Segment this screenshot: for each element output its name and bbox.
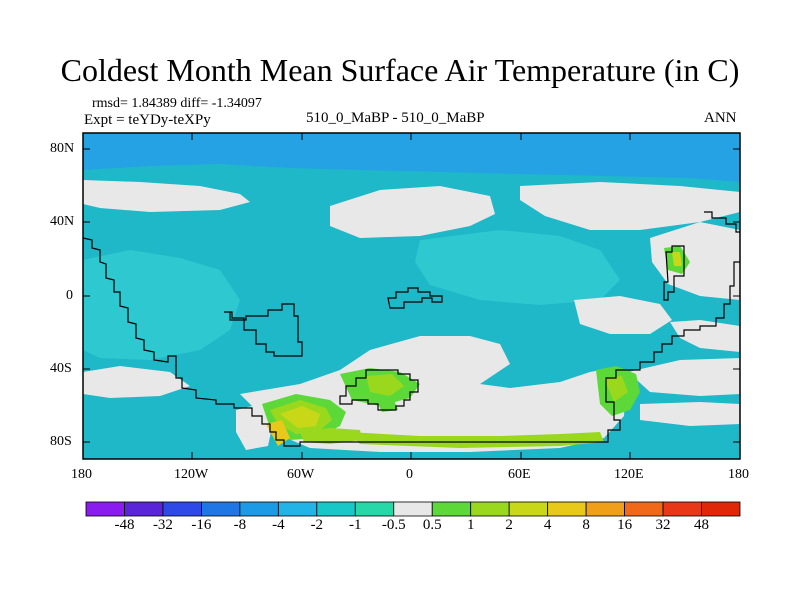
colorbar-label: 0.5 xyxy=(422,517,442,533)
colorbar-swatch xyxy=(124,501,164,517)
center-label: 510_0_MaBP - 510_0_MaBP xyxy=(306,110,485,126)
colorbar-swatch xyxy=(470,501,510,517)
lon-tick-label: 120W xyxy=(174,467,209,482)
field-cyan-patch xyxy=(415,230,620,305)
colorbar-swatch xyxy=(701,501,741,517)
lon-tick-label: 0 xyxy=(406,467,413,482)
colorbar-label: -4 xyxy=(272,517,285,533)
season-label: ANN xyxy=(704,110,737,126)
colorbar-swatch xyxy=(547,501,587,517)
field-neutral-region xyxy=(628,358,740,396)
colorbar-label: -32 xyxy=(152,517,173,533)
field-warm-anomaly xyxy=(348,432,604,448)
lat-tick-label: 0 xyxy=(66,288,73,303)
coastline xyxy=(83,237,740,447)
field-neutral-region xyxy=(640,402,740,426)
colorbar-label: 1 xyxy=(466,517,475,533)
field-neutral-region xyxy=(574,296,672,334)
field-warm-anomaly xyxy=(672,252,682,266)
colorbar-label: 16 xyxy=(617,517,633,533)
field-warm-anomaly xyxy=(280,406,320,428)
coastline xyxy=(224,303,303,357)
field-warm-anomaly xyxy=(604,376,628,402)
lat-tick-label: 40S xyxy=(50,361,72,376)
coastline xyxy=(387,287,443,309)
map-title: Coldest Month Mean Surface Air Temperatu… xyxy=(60,52,740,88)
lon-tick-label: 120E xyxy=(614,467,644,482)
field-warm-anomaly xyxy=(366,374,404,396)
lon-tick-label: 60W xyxy=(287,467,315,482)
colorbar-swatch xyxy=(393,501,433,517)
field-warm-anomaly xyxy=(378,400,398,412)
colorbar-label: -48 xyxy=(114,517,135,533)
stats-label: rmsd= 1.84389 diff= -1.34097 xyxy=(92,96,262,111)
field-neutral-region xyxy=(650,222,740,300)
field-neutral-region xyxy=(670,320,740,352)
lon-tick-label: 60E xyxy=(508,467,531,482)
colorbar-label: -0.5 xyxy=(381,517,406,533)
field-neutral-region xyxy=(83,366,190,398)
colorbar-swatch xyxy=(316,501,356,517)
colorbar-label: -16 xyxy=(191,517,212,533)
coastline xyxy=(339,369,419,411)
colorbar-label: -2 xyxy=(310,517,324,533)
field-neutral-region xyxy=(83,180,250,212)
colorbar-label: -8 xyxy=(233,517,247,533)
colorbar-label: 48 xyxy=(694,517,710,533)
coastline xyxy=(663,245,685,301)
colorbar-swatch xyxy=(239,501,279,517)
colorbar-swatch xyxy=(662,501,702,517)
field-north-band xyxy=(83,133,740,182)
colorbar-label: 32 xyxy=(655,517,671,533)
field-neutral-region xyxy=(330,186,495,238)
colorbar-swatch xyxy=(201,501,241,517)
colorbar-swatch xyxy=(508,501,549,517)
colorbar-label: 2 xyxy=(505,517,513,533)
colorbar-swatch xyxy=(585,501,625,517)
field-warm-anomaly xyxy=(300,428,362,444)
colorbar-swatch xyxy=(431,501,472,517)
colorbar-swatch xyxy=(277,501,318,517)
colorbar-swatch xyxy=(162,501,202,517)
lon-tick-label: 180 xyxy=(71,467,92,482)
colorbar-swatch xyxy=(85,501,125,517)
colorbar-swatch xyxy=(354,501,395,517)
colorbar-label: -1 xyxy=(349,517,362,533)
colorbar-label: 8 xyxy=(582,517,590,533)
field-neutral-region xyxy=(520,182,740,230)
colorbar-swatch xyxy=(624,501,664,517)
lat-tick-label: 80S xyxy=(50,434,72,449)
lat-tick-label: 40N xyxy=(50,214,75,229)
experiment-label: Expt = teYDy-teXPy xyxy=(84,112,211,128)
colorbar-label: 4 xyxy=(543,517,552,533)
lon-tick-label: 180 xyxy=(728,467,749,482)
coastline xyxy=(704,211,740,233)
lat-tick-label: 80N xyxy=(50,141,75,156)
field-cyan-patch xyxy=(83,250,240,360)
